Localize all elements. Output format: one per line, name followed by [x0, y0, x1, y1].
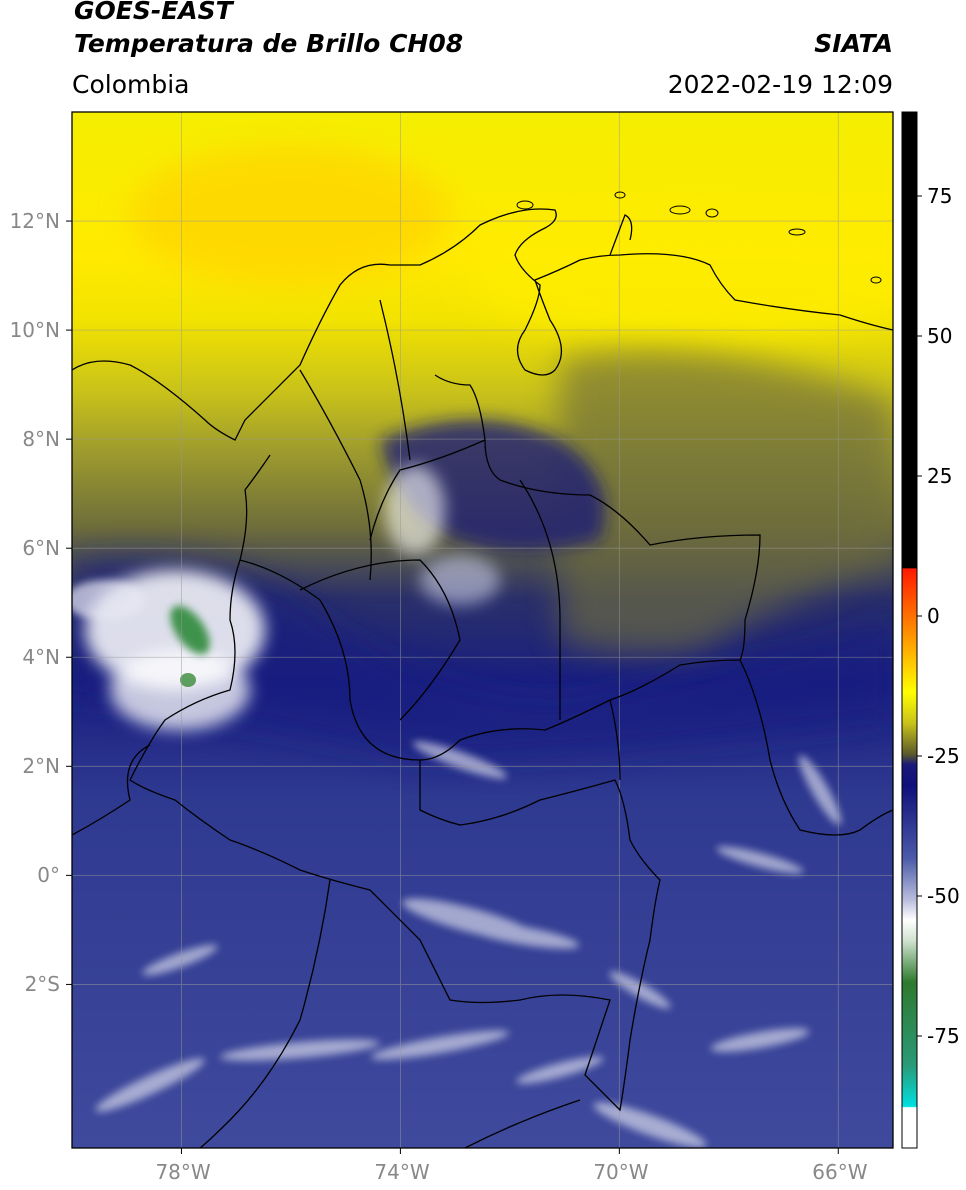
region-label: Colombia: [72, 70, 190, 99]
product-title: Temperatura de Brillo CH08: [74, 29, 464, 58]
colorbar: [901, 111, 918, 1149]
colorbar-tick-label: 25: [927, 464, 953, 488]
colorbar-tick-label: 75: [927, 184, 953, 208]
colorbar-tick-label: 0: [927, 604, 940, 628]
lon-tick-label: 70°W: [593, 1160, 649, 1184]
axis-ticks: [66, 220, 839, 1154]
colorbar-tick-label: -75: [927, 1024, 960, 1048]
brightness-temperature-field: [72, 112, 893, 1148]
lat-tick-label: 10°N: [9, 318, 60, 343]
gridlines: [72, 112, 893, 1148]
map-frame: [71, 111, 894, 1149]
datetime-label: 2022-02-19 12:09: [667, 70, 893, 99]
lat-tick-label: 8°N: [22, 427, 60, 452]
lon-tick-label: 74°W: [374, 1160, 430, 1184]
country-borders: [72, 208, 893, 1148]
satellite-title: GOES-EAST: [74, 0, 233, 25]
agency-label: SIATA: [814, 29, 893, 58]
colorbar-ticks: [917, 195, 922, 1037]
lon-tick-label: 78°W: [155, 1160, 211, 1184]
colorbar-tick-label: -50: [927, 884, 960, 908]
colorbar-tick-label: -25: [927, 744, 960, 768]
lat-tick-label: 2°N: [22, 754, 60, 779]
lon-tick-label: 66°W: [812, 1160, 868, 1184]
lat-tick-label: 4°N: [22, 645, 60, 670]
lat-tick-label: 0°: [37, 863, 60, 888]
colorbar-tick-label: 50: [927, 324, 953, 348]
lat-tick-label: 2°S: [24, 972, 60, 997]
lat-tick-label: 6°N: [22, 536, 60, 561]
islands: [516, 191, 882, 284]
lat-tick-label: 12°N: [9, 209, 60, 234]
